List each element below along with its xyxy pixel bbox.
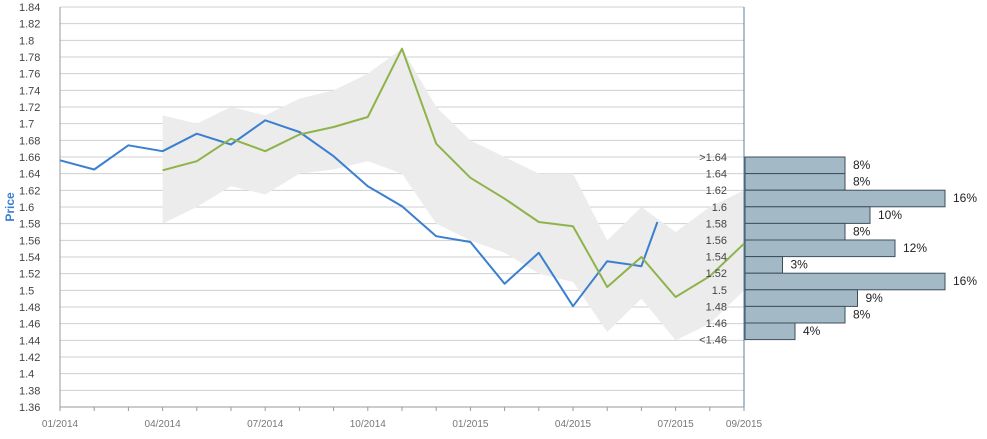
hist-bar [744,156,846,175]
x-tick-label: 09/2015 [726,419,763,430]
axes [59,7,745,411]
hist-category-label: <1.46 [699,335,727,347]
y-tick-labels: 1.36 1.38 1.4 1.42 1.44 1.46 1.48 1.5 1.52 1.54 1.… [19,2,40,414]
x-tick-label: 07/2014 [247,419,284,430]
hist-bar [744,272,946,291]
hist-value-label: 16% [953,274,977,288]
hist-bar [744,206,871,224]
y-tick-label: 1.78 [19,52,40,64]
hist-value-label: 4% [803,324,821,338]
y-tick-label: 1.5 [19,285,34,297]
x-tick-label: 04/2014 [145,419,182,430]
y-tick-label: 1.66 [19,152,40,164]
y-tick-label: 1.36 [19,402,40,414]
y-tick-label: 1.6 [19,202,34,214]
hist-value-label: 8% [853,224,871,238]
y-tick-label: 1.7 [19,119,34,131]
hist-bar [744,189,946,208]
y-tick-label: 1.54 [19,252,40,264]
y-tick-label: 1.76 [19,69,40,81]
hist-value-label: 8% [853,158,871,172]
hist-category-label: 1.6 [712,202,727,214]
series-lines [59,47,745,308]
hist-value-label: 10% [878,208,902,222]
y-tick-label: 1.8 [19,35,34,47]
x-tick-label: 01/2015 [452,419,489,430]
x-tick-label: 04/2015 [555,419,592,430]
x-tick-label: 10/2014 [350,419,387,430]
x-tick-label: 07/2015 [658,419,695,430]
x-tick-label: 01/2014 [42,419,79,430]
hist-bar [744,289,858,307]
y-tick-label: 1.38 [19,385,40,397]
hist-bar [744,256,783,274]
y-tick-label: 1.68 [19,135,40,147]
hist-category-label: 1.64 [706,169,727,181]
hist-value-label: 8% [853,175,871,189]
hist-category-label: 1.54 [706,252,727,264]
series-line-2 [162,47,745,298]
hist-bar [744,239,896,258]
hist-value-label: 12% [903,241,927,255]
hist-category-label: 1.58 [706,218,727,230]
series-line-1 [59,119,659,308]
hist-category-label: 1.46 [706,318,727,330]
hist-category-label: 1.52 [706,268,727,280]
y-tick-label: 1.4 [19,369,34,381]
y-tick-label: 1.58 [19,219,40,231]
y-tick-label: 1.72 [19,102,40,114]
y-tick-label: 1.82 [19,19,40,31]
x-tick-labels: 01/2014 04/2014 07/2014 10/2014 01/2015 04/20… [42,419,763,430]
y-tick-label: 1.48 [19,302,40,314]
hist-value-label: 8% [853,307,871,321]
y-tick-label: 1.44 [19,335,40,347]
distribution-histogram: >1.64 1.64 1.62 1.6 1.58 1.56 1.54 1.52 1.5 1.48 1… [699,152,977,347]
y-tick-label: 1.74 [19,85,40,97]
y-tick-label: 1.64 [19,169,40,181]
band-area [162,48,745,341]
y-tick-label: 1.42 [19,352,40,364]
hist-value-label: 3% [791,258,809,272]
hist-value-label: 9% [866,291,884,305]
hist-category-label: >1.64 [699,152,727,164]
confidence-band [162,48,745,341]
hist-category-label: 1.56 [706,235,727,247]
y-axis-label: Price [3,192,17,222]
hist-category-label: 1.48 [706,301,727,313]
hist-bar [744,305,846,324]
y-tick-label: 1.52 [19,269,40,281]
hist-bar [744,173,846,191]
hist-category-label: 1.62 [706,185,727,197]
y-tick-label: 1.56 [19,235,40,247]
y-tick-label: 1.46 [19,319,40,331]
hist-value-label: 16% [953,191,977,205]
hist-bar [744,222,846,241]
hist-bar [744,322,796,341]
y-tick-label: 1.84 [19,2,40,14]
hist-category-label: 1.5 [712,285,727,297]
y-tick-label: 1.62 [19,185,40,197]
